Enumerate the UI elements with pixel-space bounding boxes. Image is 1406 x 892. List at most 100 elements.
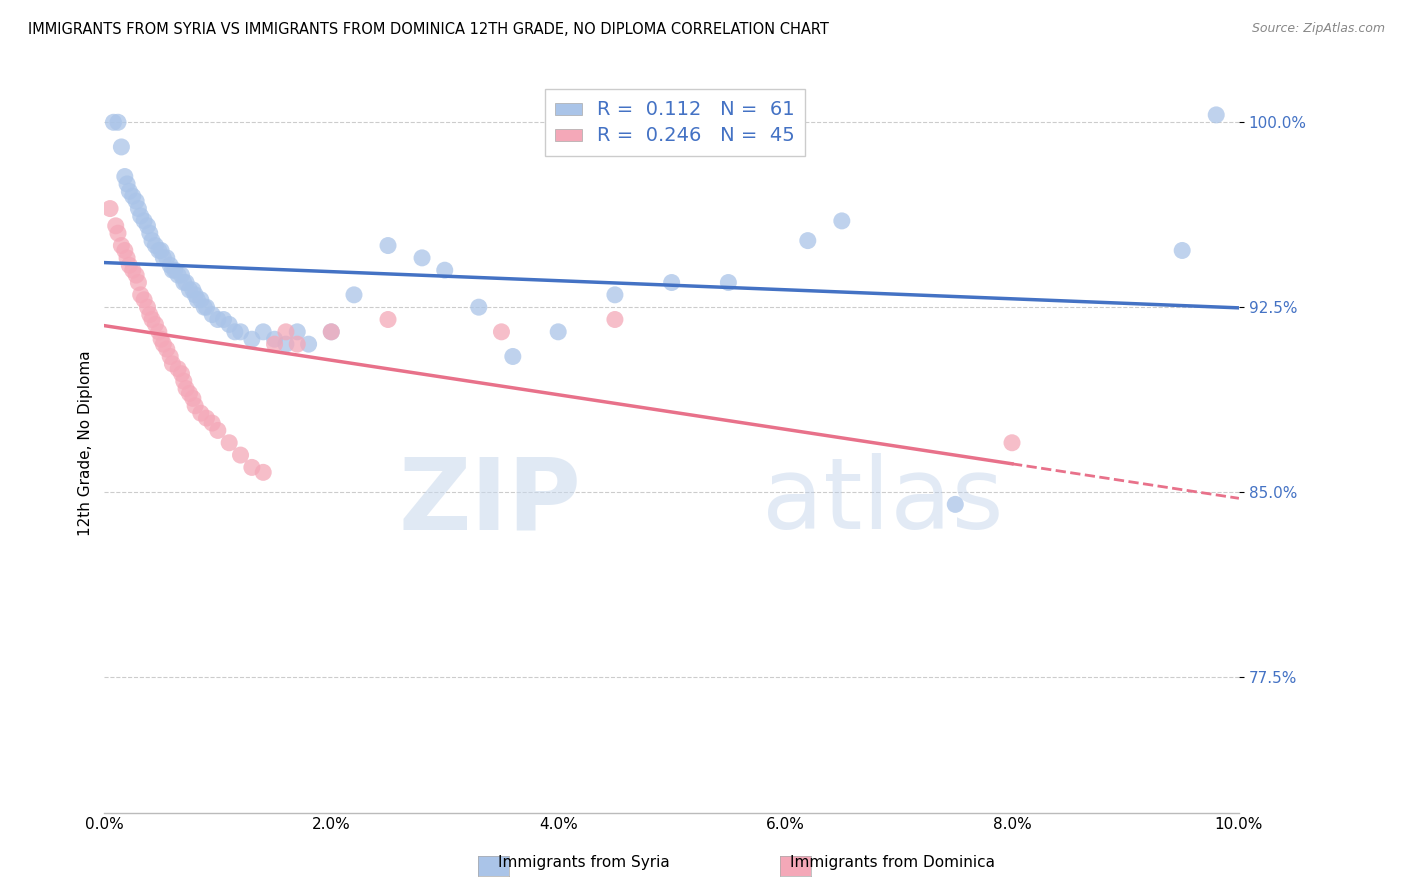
Point xyxy=(141,234,163,248)
Point xyxy=(491,325,513,339)
Point xyxy=(170,268,193,282)
Point xyxy=(167,361,190,376)
Text: ZIP: ZIP xyxy=(398,453,581,550)
Point xyxy=(229,325,252,339)
Point xyxy=(285,337,308,351)
Point xyxy=(240,332,263,346)
Point xyxy=(152,251,174,265)
Point xyxy=(377,312,399,326)
Point xyxy=(193,300,215,314)
Point xyxy=(943,497,966,511)
Point xyxy=(547,325,569,339)
Text: atlas: atlas xyxy=(762,453,1004,550)
Point xyxy=(181,283,204,297)
Point xyxy=(343,288,366,302)
Point xyxy=(107,115,129,129)
Point xyxy=(167,268,190,282)
Point xyxy=(207,424,229,438)
Point xyxy=(162,357,184,371)
Point xyxy=(125,194,148,209)
Point xyxy=(173,374,195,388)
Point xyxy=(152,337,174,351)
Point xyxy=(195,300,218,314)
Point xyxy=(240,460,263,475)
Point xyxy=(156,342,179,356)
Point xyxy=(103,115,125,129)
Legend: R =  0.112   N =  61, R =  0.246   N =  45: R = 0.112 N = 61, R = 0.246 N = 45 xyxy=(544,89,806,156)
Point xyxy=(127,202,149,216)
Point xyxy=(218,435,240,450)
Point xyxy=(115,177,138,191)
Text: Immigrants from Syria: Immigrants from Syria xyxy=(498,855,669,870)
Point xyxy=(321,325,343,339)
Point xyxy=(132,293,155,307)
Point xyxy=(115,251,138,265)
Point xyxy=(201,416,224,430)
Point xyxy=(1171,244,1194,258)
Point xyxy=(118,258,141,272)
Point xyxy=(252,466,274,480)
Point xyxy=(148,244,170,258)
Point xyxy=(797,234,820,248)
Point xyxy=(110,238,132,252)
Text: Immigrants from Dominica: Immigrants from Dominica xyxy=(790,855,995,870)
Point xyxy=(141,312,163,326)
Point xyxy=(661,276,683,290)
Point xyxy=(190,406,212,420)
Point xyxy=(468,300,491,314)
Point xyxy=(132,214,155,228)
Point xyxy=(170,367,193,381)
Point xyxy=(212,312,235,326)
Point xyxy=(186,293,208,307)
Point xyxy=(179,386,201,401)
Point xyxy=(118,184,141,198)
Point xyxy=(163,263,186,277)
Point xyxy=(114,244,136,258)
Point xyxy=(1001,435,1024,450)
Point xyxy=(148,325,170,339)
Point xyxy=(139,226,162,240)
Point xyxy=(224,325,246,339)
Point xyxy=(502,350,524,364)
Point xyxy=(162,263,184,277)
Y-axis label: 12th Grade, No Diploma: 12th Grade, No Diploma xyxy=(79,350,93,535)
Point xyxy=(717,276,740,290)
Point xyxy=(179,283,201,297)
Text: Source: ZipAtlas.com: Source: ZipAtlas.com xyxy=(1251,22,1385,36)
Point xyxy=(207,312,229,326)
Point xyxy=(195,411,218,425)
Point xyxy=(150,332,173,346)
Point xyxy=(159,258,181,272)
Point xyxy=(184,288,207,302)
Point xyxy=(274,337,297,351)
Point xyxy=(121,189,143,203)
Point xyxy=(159,350,181,364)
Point xyxy=(218,318,240,332)
Point xyxy=(129,288,152,302)
Point xyxy=(229,448,252,462)
Point xyxy=(263,332,285,346)
Point xyxy=(150,244,173,258)
Point xyxy=(190,293,212,307)
Point xyxy=(139,308,162,322)
Point xyxy=(98,202,121,216)
Point xyxy=(263,337,285,351)
Point xyxy=(114,169,136,184)
Point xyxy=(252,325,274,339)
Point xyxy=(184,399,207,413)
Point xyxy=(321,325,343,339)
Point xyxy=(145,318,167,332)
Point xyxy=(121,263,143,277)
Point xyxy=(297,337,319,351)
Point xyxy=(831,214,853,228)
Point xyxy=(201,308,224,322)
Point xyxy=(285,325,308,339)
Point xyxy=(156,251,179,265)
Point xyxy=(125,268,148,282)
Text: IMMIGRANTS FROM SYRIA VS IMMIGRANTS FROM DOMINICA 12TH GRADE, NO DIPLOMA CORRELA: IMMIGRANTS FROM SYRIA VS IMMIGRANTS FROM… xyxy=(28,22,830,37)
Point xyxy=(136,300,159,314)
Point xyxy=(173,276,195,290)
Point xyxy=(603,288,626,302)
Point xyxy=(127,276,149,290)
Point xyxy=(181,392,204,406)
